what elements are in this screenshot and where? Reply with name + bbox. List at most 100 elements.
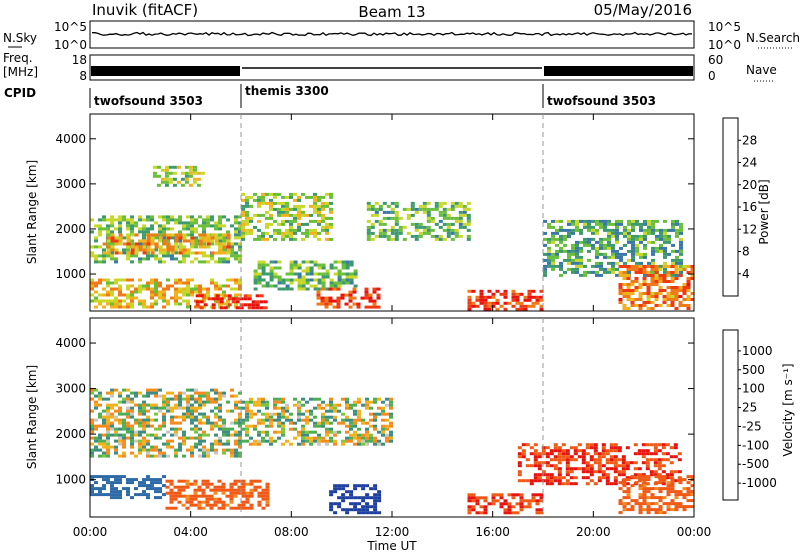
heatmap-cell (154, 242, 159, 246)
heatmap-cell (563, 258, 567, 262)
heatmap-cell (329, 415, 333, 419)
heatmap-cell (150, 424, 154, 428)
heatmap-cell (527, 499, 532, 503)
heatmap-cell (245, 213, 249, 217)
heatmap-cell (162, 484, 166, 488)
heatmap-cell (328, 302, 333, 306)
heatmap-cell (206, 290, 210, 294)
heatmap-cell (90, 293, 94, 297)
heatmap-cell (615, 219, 619, 223)
heatmap-cell (241, 503, 246, 507)
heatmap-cell (321, 275, 326, 279)
heatmap-cell (365, 430, 369, 434)
heatmap-cell (241, 418, 245, 422)
heatmap-cell (98, 490, 102, 494)
heatmap-cell (537, 455, 542, 459)
heatmap-cell (297, 278, 302, 282)
heatmap-cell (118, 421, 122, 425)
heatmap-cell (565, 473, 570, 477)
heatmap-cell (174, 233, 179, 237)
heatmap-cell (277, 400, 281, 404)
heatmap-cell (214, 224, 218, 228)
heatmap-cell (285, 406, 289, 410)
heatmap-cell (597, 467, 602, 471)
heatmap-cell (678, 295, 683, 298)
heatmap-cell (328, 299, 333, 303)
heatmap-cell (218, 424, 222, 428)
heatmap-cell (210, 236, 215, 240)
heatmap-cell (666, 298, 671, 301)
heatmap-cell (519, 292, 524, 296)
heatmap-cell (186, 284, 190, 288)
heatmap-cell (142, 412, 146, 416)
heatmap-cell (690, 490, 695, 494)
heatmap-cell (185, 500, 190, 504)
heatmap-cell (483, 496, 488, 500)
heatmap-cell (134, 454, 138, 458)
heatmap-cell (90, 436, 94, 440)
heatmap-cell (670, 286, 675, 289)
heatmap-cell (98, 224, 102, 228)
heatmap-cell (190, 418, 194, 422)
heatmap-cell (571, 270, 575, 274)
heatmap-cell (647, 228, 651, 232)
heatmap-cell (365, 406, 369, 410)
heatmap-cell (118, 418, 122, 422)
heatmap-cell (239, 297, 244, 301)
heatmap-cell (118, 433, 122, 437)
heatmap-cell (639, 222, 643, 226)
heatmap-cell (146, 418, 150, 422)
heatmap-cell (686, 283, 691, 286)
heatmap-cell (495, 301, 500, 305)
heatmap-cell (222, 442, 226, 446)
heatmap-cell (605, 473, 610, 477)
heatmap-cell (218, 287, 222, 291)
heatmap-cell (150, 484, 154, 488)
heatmap-cell (215, 297, 220, 301)
heatmap-cell (186, 394, 190, 398)
heatmap-cell (261, 269, 266, 273)
heatmap-cell (305, 287, 310, 291)
heatmap-cell (650, 295, 655, 298)
heatmap-cell (563, 237, 567, 241)
heatmap-cell (517, 461, 522, 465)
heatmap-cell (261, 263, 266, 267)
heatmap-cell (241, 406, 245, 410)
heatmap-cell (353, 508, 358, 512)
heatmap-cell (142, 478, 146, 482)
heatmap-cell (551, 219, 555, 223)
heatmap-cell (341, 493, 346, 497)
heatmap-cell (110, 302, 114, 306)
heatmap-cell (352, 290, 357, 294)
heatmap-cell (162, 305, 166, 309)
heatmap-cell (657, 443, 662, 447)
heatmap-cell (192, 168, 197, 172)
heatmap-cell (226, 284, 230, 288)
heatmap-cell (150, 254, 154, 258)
heatmap-cell (646, 307, 651, 310)
heatmap-cell (238, 442, 242, 446)
heatmap-cell (561, 476, 566, 480)
heatmap-cell (218, 245, 222, 249)
heatmap-cell (466, 228, 471, 232)
heatmap-cell (257, 439, 261, 443)
heatmap-cell (134, 221, 138, 225)
heatmap-cell (210, 215, 214, 219)
heatmap-cell (611, 255, 615, 259)
heatmap-cell (269, 222, 273, 226)
heatmap-cell (533, 479, 538, 483)
heatmap-cell (253, 427, 257, 431)
heatmap-cell (134, 418, 138, 422)
heatmap-cell (426, 201, 431, 205)
heatmap-cell (245, 412, 249, 416)
heatmap-cell (597, 452, 602, 456)
heatmap-cell (162, 224, 166, 228)
heatmap-cell (156, 165, 161, 169)
heatmap-cell (122, 388, 126, 392)
heatmap-cell (631, 237, 635, 241)
heatmap-cell (222, 260, 226, 264)
heatmap-cell (575, 261, 579, 265)
heatmap-cell (333, 415, 337, 419)
heatmap-cell (634, 304, 639, 307)
heatmap-cell (194, 418, 198, 422)
